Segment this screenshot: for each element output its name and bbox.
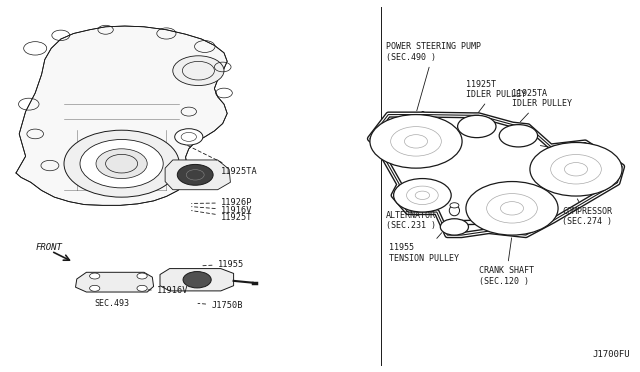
Text: 11926P: 11926P	[191, 198, 252, 207]
Circle shape	[394, 179, 451, 212]
Text: 11916V: 11916V	[191, 206, 252, 215]
Text: J1750B: J1750B	[198, 301, 243, 310]
Text: 11916V: 11916V	[140, 286, 188, 295]
Circle shape	[458, 115, 496, 138]
Text: 11720N: 11720N	[540, 145, 588, 156]
Circle shape	[80, 140, 163, 188]
Circle shape	[499, 125, 538, 147]
Text: 11925TA: 11925TA	[182, 142, 257, 176]
Text: COMPRESSOR
(SEC.274 ): COMPRESSOR (SEC.274 )	[562, 199, 612, 226]
Ellipse shape	[449, 205, 460, 216]
Circle shape	[440, 219, 468, 235]
Text: SEC.493: SEC.493	[95, 299, 130, 308]
Text: POWER STEERING PUMP
(SEC.490 ): POWER STEERING PUMP (SEC.490 )	[386, 42, 481, 111]
Circle shape	[183, 272, 211, 288]
Polygon shape	[76, 272, 154, 292]
Text: 11925T: 11925T	[191, 211, 252, 222]
Circle shape	[466, 182, 558, 235]
Polygon shape	[160, 269, 234, 291]
Circle shape	[137, 285, 147, 291]
Circle shape	[96, 149, 147, 179]
Circle shape	[450, 203, 459, 208]
Polygon shape	[165, 160, 230, 190]
Text: J1700FU: J1700FU	[593, 350, 630, 359]
Text: ALTERNATOR
(SEC.231 ): ALTERNATOR (SEC.231 )	[386, 200, 436, 230]
Circle shape	[64, 130, 179, 197]
Circle shape	[370, 115, 462, 168]
Circle shape	[90, 273, 100, 279]
Circle shape	[173, 56, 224, 86]
Circle shape	[90, 285, 100, 291]
Circle shape	[137, 273, 147, 279]
Text: 11925TA
IDLER PULLEY: 11925TA IDLER PULLEY	[512, 89, 572, 122]
Circle shape	[530, 142, 622, 196]
Circle shape	[175, 129, 203, 145]
Circle shape	[177, 164, 213, 185]
Text: 11955: 11955	[201, 260, 244, 269]
Text: 11955
TENSION PULLEY: 11955 TENSION PULLEY	[389, 233, 459, 263]
Polygon shape	[16, 26, 227, 205]
Text: FRONT: FRONT	[35, 243, 62, 252]
Text: CRANK SHAFT
(SEC.120 ): CRANK SHAFT (SEC.120 )	[479, 238, 534, 286]
Text: 11925T
IDLER PULLEY: 11925T IDLER PULLEY	[466, 80, 526, 112]
